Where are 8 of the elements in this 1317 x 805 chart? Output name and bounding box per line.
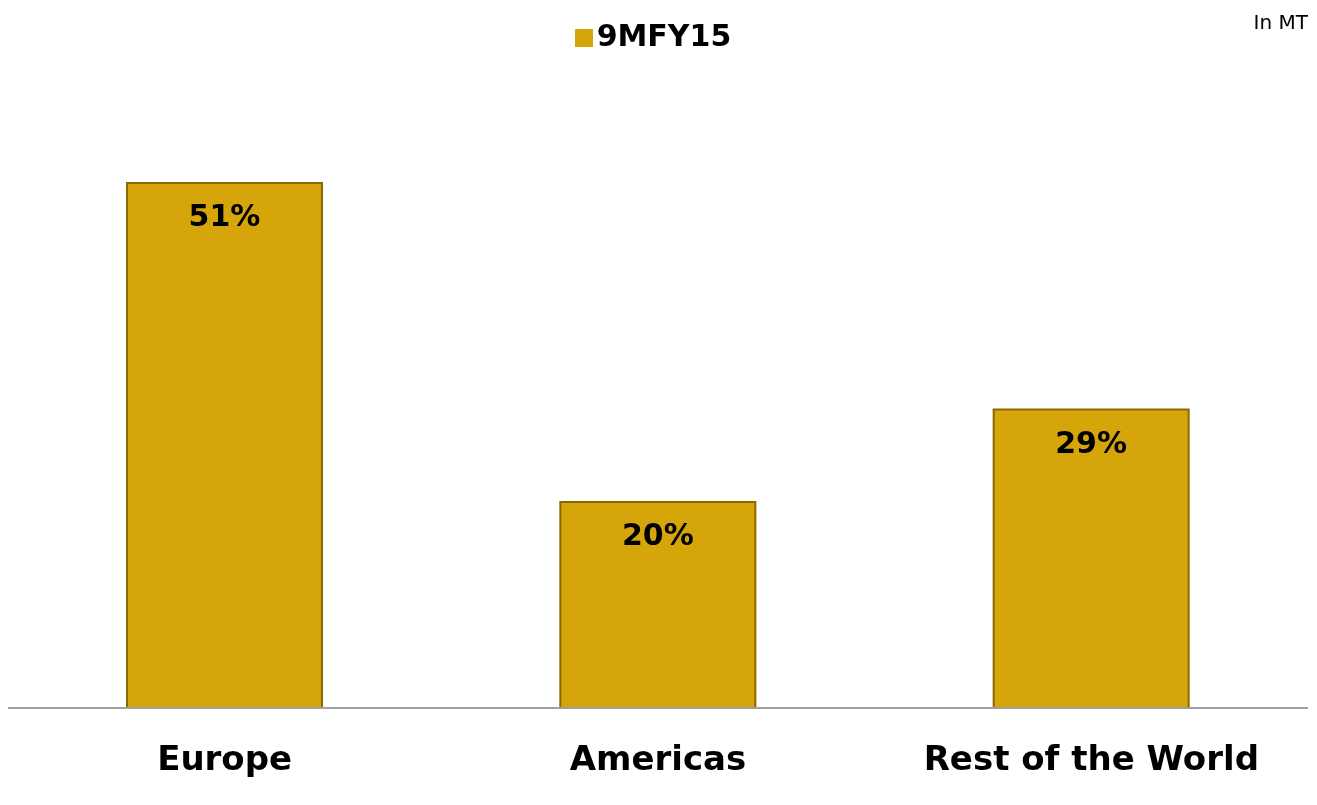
data-label: 29% — [1055, 424, 1128, 460]
text: In MT — [1253, 10, 1308, 34]
x-tick-label: Rest of the World — [923, 738, 1259, 779]
x-tick-label: Americas — [569, 738, 747, 779]
legend-label: 9MFY15 — [596, 18, 732, 53]
data-label: 20% — [621, 517, 694, 553]
x-tick-label: Europe — [157, 738, 293, 779]
data-label: 51% — [188, 198, 261, 234]
